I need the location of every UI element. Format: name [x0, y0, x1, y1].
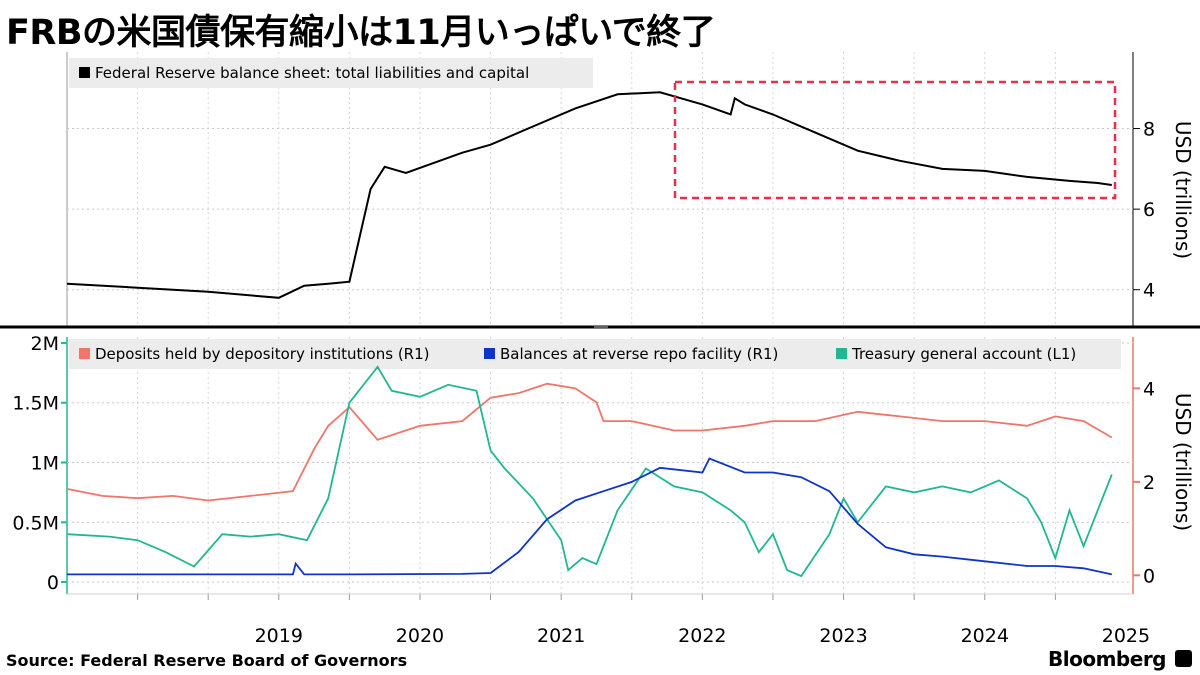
- x-axis-labels: 2019 2020 2021 2022 2023 2024 2025: [255, 625, 1151, 647]
- highlight-box: [673, 80, 1117, 200]
- bottom-y-axis-label: USD (trillions): [1171, 393, 1195, 531]
- right-y-tick-label: 0: [1143, 565, 1155, 587]
- chart-title: FRBの米国債保有縮小は11月いっぱいで終了: [6, 13, 716, 53]
- left-y-tick-label: 2M: [31, 333, 59, 355]
- x-tick-label: 2022: [678, 625, 726, 647]
- legend-label-deposits: Deposits held by depository institutions…: [95, 345, 430, 363]
- left-y-tick-label: 1.5M: [12, 393, 59, 415]
- bottom-x-gridlines: [137, 337, 1056, 600]
- legend-label-reverse-repo: Balances at reverse repo facility (R1): [500, 345, 778, 363]
- top-y-axis-label: USD (trillions): [1171, 121, 1195, 259]
- legend-swatch-balance-sheet: [79, 67, 90, 78]
- left-y-tick-label: 0.5M: [12, 512, 59, 534]
- top-panel: 4 6 8 Federal Reserve balance sheet: total…: [66, 52, 1195, 326]
- legend-label-balance-sheet: Federal Reserve balance sheet: total lia…: [95, 64, 529, 82]
- left-y-ticks: 0 0.5M 1M 1.5M 2M: [12, 333, 67, 594]
- legend-swatch-tga: [836, 348, 847, 359]
- x-tick-label: 2023: [819, 625, 867, 647]
- top-y-tick-label: 4: [1143, 280, 1155, 302]
- top-gridlines: [67, 128, 1133, 291]
- top-legend-box: [69, 58, 593, 88]
- top-y-tick-label: 8: [1143, 119, 1155, 141]
- source-note: Source: Federal Reserve Board of Governo…: [6, 651, 408, 670]
- deposits-line: [66, 382, 1113, 502]
- bottom-gridlines: [67, 342, 1133, 583]
- left-y-tick-label: 1M: [31, 453, 59, 475]
- bottom-panel: 0 0.5M 1M 1.5M 2M 0 2 4 Deposits held by depos…: [12, 333, 1195, 647]
- bottom-legend-box: [69, 339, 1121, 369]
- right-y-tick-label: 4: [1143, 378, 1155, 400]
- left-y-tick-label: 0: [47, 572, 59, 594]
- bloomberg-icon: [1175, 650, 1192, 667]
- legend-label-tga: Treasury general account (L1): [851, 345, 1076, 363]
- tga-line: [66, 365, 1113, 578]
- reverse-repo-line: [67, 457, 1112, 576]
- top-x-gridlines: [137, 52, 1056, 326]
- x-tick-label: 2019: [255, 625, 303, 647]
- x-tick-label: 2024: [961, 625, 1009, 647]
- right-y-tick-label: 2: [1143, 472, 1155, 494]
- x-tick-label: 2025: [1102, 625, 1150, 647]
- balance-sheet-line: [66, 91, 1112, 299]
- legend-swatch-deposits: [79, 348, 90, 359]
- brand-logo: Bloomberg: [1048, 647, 1166, 671]
- right-y-ticks: 0 2 4: [1133, 378, 1155, 587]
- x-tick-label: 2020: [396, 625, 444, 647]
- top-y-ticks: 4 6 8: [1133, 119, 1155, 302]
- legend-swatch-reverse-repo: [484, 348, 495, 359]
- top-y-tick-label: 6: [1143, 199, 1155, 221]
- x-tick-label: 2021: [537, 625, 585, 647]
